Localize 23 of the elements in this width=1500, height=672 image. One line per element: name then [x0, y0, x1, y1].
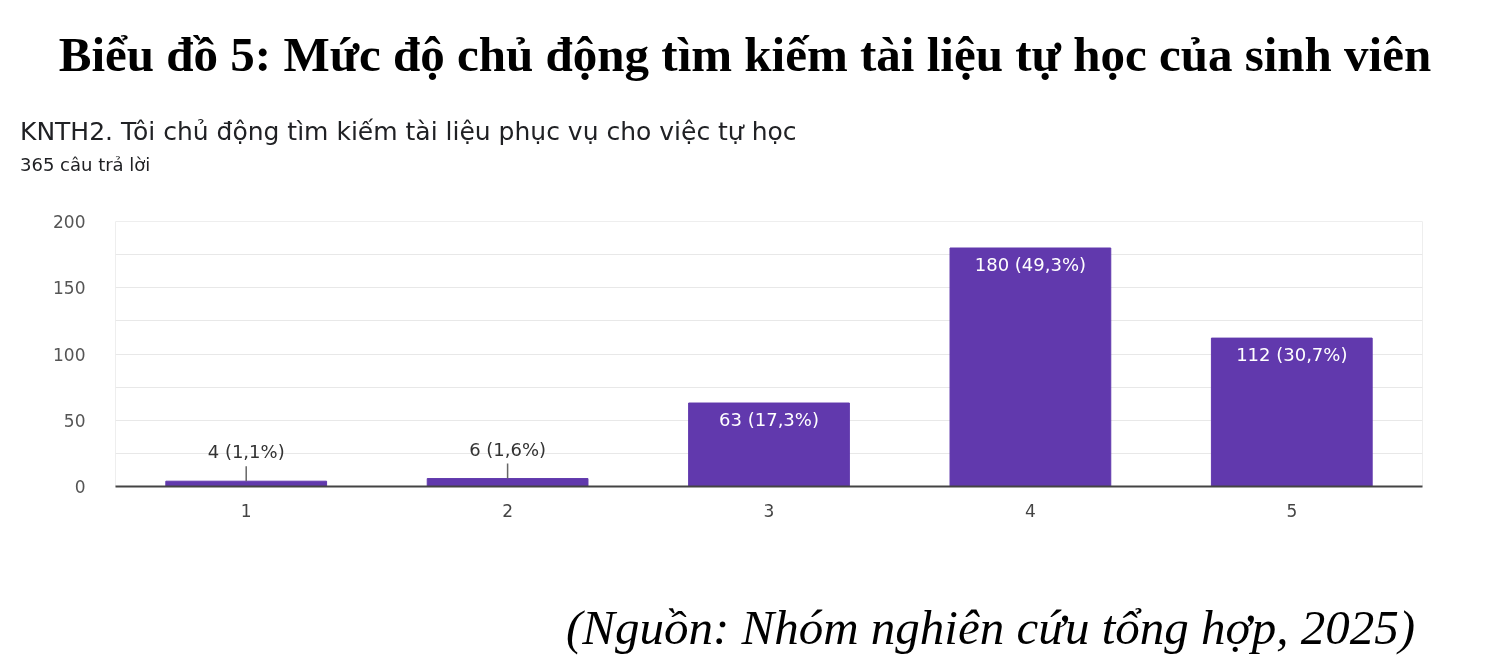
bar — [688, 402, 850, 487]
y-tick-label: 100 — [53, 344, 86, 365]
x-tick-label: 5 — [1286, 500, 1298, 521]
data-label: 63 (17,3%) — [719, 409, 819, 431]
x-tick-label: 1 — [240, 500, 252, 521]
y-tick-label: 50 — [63, 410, 86, 431]
x-tick-label: 3 — [763, 500, 775, 521]
data-label: 4 (1,1%) — [207, 441, 285, 463]
data-label: 6 (1,6%) — [469, 438, 547, 460]
text: 365 câu trả lời — [20, 154, 151, 176]
x-tick-label: 2 — [502, 500, 514, 521]
y-tick-label: 150 — [53, 278, 86, 299]
y-tick-label: 0 — [74, 477, 86, 497]
bar — [426, 478, 589, 487]
bar — [1210, 337, 1373, 487]
bar — [949, 247, 1112, 487]
x-tick-label: 4 — [1024, 500, 1036, 521]
y-tick-label: 200 — [53, 212, 86, 232]
data-label: 112 (30,7%) — [1236, 344, 1348, 366]
chart-title: Biểu đồ 5: Mức độ chủ động tìm kiếm tài liệu tự học của sinh viên — [58, 26, 1432, 84]
chart-subtitle: KNTH2. Tôi chủ động tìm kiếm tài liệu phục vụ cho việc tự học — [20, 116, 797, 148]
text: (Nguồn: Nhóm nghiên cứu tổng hợp, 2025) — [565, 599, 1415, 657]
data-label: 180 (49,3%) — [974, 254, 1087, 275]
